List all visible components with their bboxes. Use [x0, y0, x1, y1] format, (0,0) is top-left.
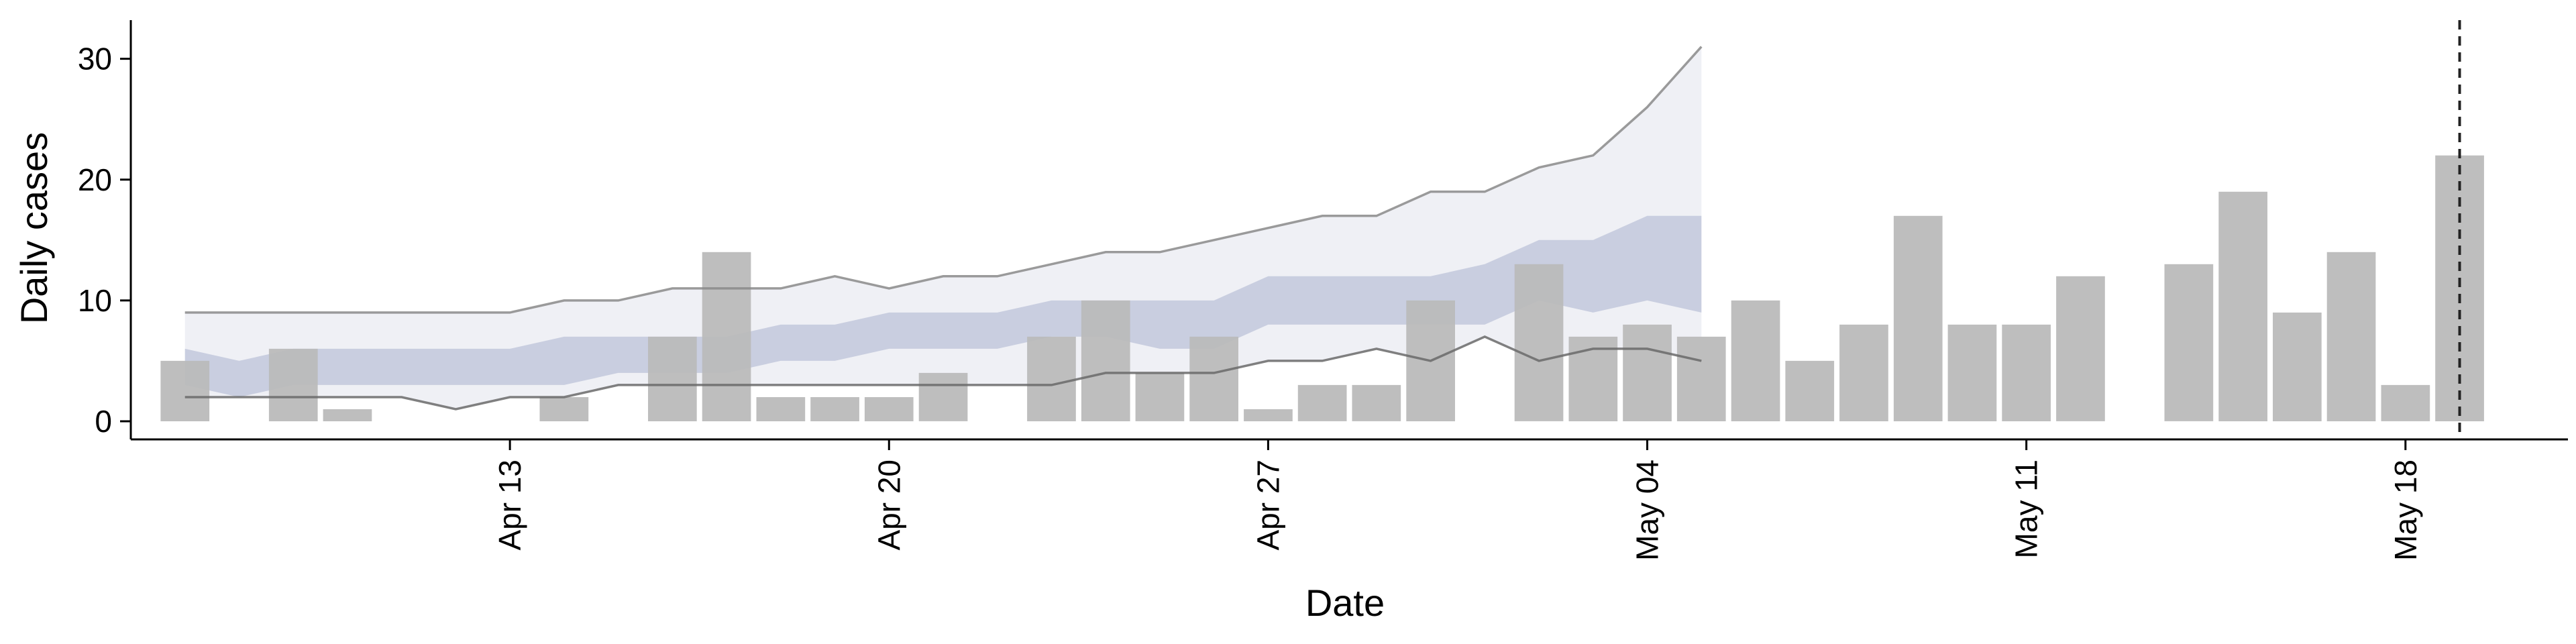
x-tick-label-2020-04-27: Apr 27 [1250, 460, 1285, 551]
bar-2020-04-19 [810, 397, 859, 421]
bar-layer [160, 155, 2484, 421]
lower-bound-line [184, 335, 1702, 411]
bar-2020-04-18 [756, 397, 806, 421]
x-tick-label-2020-05-04: May 04 [1630, 460, 1665, 561]
y-tick-label-20: 20 [78, 162, 112, 197]
bar-2020-04-20 [864, 397, 914, 421]
x-axis-title: Date [1305, 582, 1385, 624]
bar-2020-05-16 [2273, 312, 2322, 421]
bar-2020-04-17 [702, 252, 751, 421]
bar-2020-04-09 [268, 348, 318, 421]
x-tick-label-2020-04-13: Apr 13 [492, 460, 527, 551]
prediction-band-layer [184, 46, 1702, 410]
bar-2020-05-09 [1893, 215, 1943, 421]
y-axis-title: Daily cases [13, 132, 55, 324]
bar-2020-05-17 [2326, 252, 2376, 421]
x-tick-label-2020-05-18: May 18 [2388, 460, 2423, 561]
bar-2020-05-05 [1676, 336, 1726, 421]
bar-2020-05-14 [2164, 264, 2214, 421]
bar-2020-05-03 [1568, 336, 1618, 421]
bar-2020-05-11 [2002, 324, 2051, 421]
bar-2020-04-24 [1081, 300, 1130, 421]
bar-2020-04-29 [1352, 384, 1401, 421]
y-tick-label-0: 0 [95, 404, 112, 439]
bar-2020-04-07 [160, 360, 210, 421]
bar-2020-04-23 [1027, 336, 1076, 421]
band-line-layer [184, 46, 1703, 411]
bar-2020-04-26 [1189, 336, 1238, 421]
bar-2020-04-28 [1297, 384, 1347, 421]
bar-2020-04-14 [539, 397, 589, 421]
inner-prediction-band [184, 215, 1702, 397]
bar-2020-04-21 [918, 372, 968, 421]
bar-2020-05-02 [1514, 264, 1564, 421]
y-tick-label-30: 30 [78, 42, 112, 76]
bar-2020-05-12 [2056, 276, 2105, 421]
bar-2020-05-06 [1731, 300, 1780, 421]
bar-2020-05-08 [1839, 324, 1888, 421]
x-tick-label-2020-04-20: Apr 20 [871, 460, 906, 551]
bar-2020-04-10 [323, 409, 372, 421]
x-tick-label-2020-05-11: May 11 [2009, 460, 2044, 558]
bar-2020-05-15 [2218, 191, 2267, 421]
bar-2020-04-27 [1244, 409, 1293, 421]
upper-bound-line [184, 46, 1703, 314]
bar-2020-05-10 [1947, 324, 1997, 421]
bar-2020-05-18 [2381, 384, 2430, 421]
axes: 0 10 20 30 Apr 13 Apr 20 Apr 27 May 04 May 11 May… [78, 20, 2568, 561]
bar-2020-04-16 [648, 336, 697, 421]
bar-2020-04-25 [1135, 372, 1185, 421]
bar-2020-05-04 [1623, 324, 1672, 421]
y-tick-label-10: 10 [78, 283, 112, 318]
bar-2020-05-07 [1785, 360, 1835, 421]
